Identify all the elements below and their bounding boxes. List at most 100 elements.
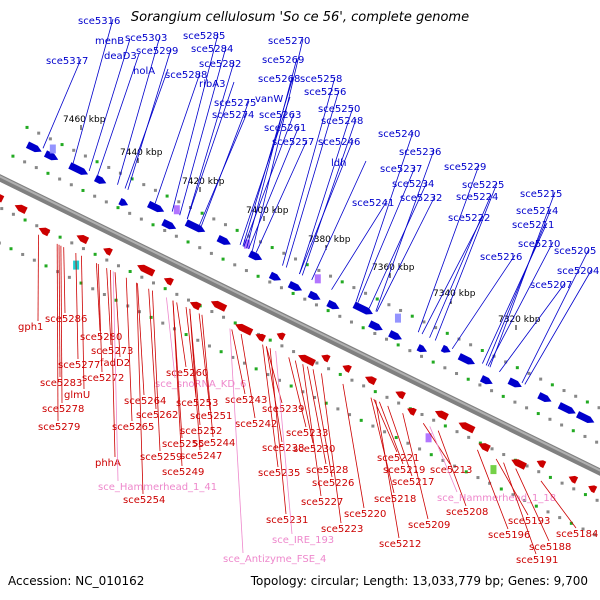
- track-dot: [362, 384, 366, 388]
- label-connector: [429, 426, 458, 493]
- track-dot: [583, 434, 587, 438]
- track-dot: [441, 458, 445, 462]
- label-connector: [524, 268, 593, 385]
- track-dot: [527, 371, 531, 375]
- track-dot: [153, 188, 157, 192]
- label-connector: [262, 344, 279, 468]
- forward-gene-arrow: [537, 392, 552, 402]
- track-dot: [9, 247, 13, 251]
- reverse-gene-label: sce5272: [82, 373, 124, 384]
- label-connector: [515, 468, 550, 542]
- track-dot: [268, 280, 272, 284]
- track-dot: [385, 337, 389, 341]
- track-dot: [329, 274, 333, 278]
- reverse-gene-label: sce5259: [140, 452, 182, 463]
- track-dot: [46, 171, 50, 175]
- label-connector: [417, 164, 480, 333]
- label-connector: [201, 314, 214, 438]
- reverse-gene-label: sce5196: [488, 530, 530, 541]
- forward-gene-label: sce5317: [46, 56, 88, 67]
- track-dot: [443, 424, 447, 428]
- track-dot: [394, 436, 398, 440]
- label-connector: [186, 81, 235, 220]
- reverse-gene-arrow: [458, 422, 476, 434]
- reverse-gene-label: sce5218: [374, 494, 416, 505]
- label-connector: [503, 462, 537, 555]
- track-dot: [364, 291, 368, 295]
- genome-backbone: [0, 174, 600, 476]
- feature-block: [425, 433, 432, 443]
- track-dot: [177, 200, 181, 204]
- track-dot: [104, 200, 108, 204]
- reverse-gene-arrow: [276, 332, 286, 341]
- reverse-gene-label: sce5208: [446, 507, 488, 518]
- track-dot: [338, 314, 342, 318]
- forward-gene-arrow: [93, 174, 107, 184]
- track-dot: [464, 470, 468, 474]
- reverse-gene-label: sce5286: [45, 314, 87, 325]
- track-dot: [210, 310, 214, 314]
- track-dot: [571, 429, 575, 433]
- track-dot: [23, 218, 27, 222]
- reverse-gene-arrow: [588, 485, 598, 494]
- track-dot: [184, 333, 188, 337]
- feature-block: [394, 313, 401, 323]
- label-connector: [137, 283, 145, 396]
- reverse-gene-arrow: [235, 323, 254, 336]
- forward-gene-arrow: [118, 197, 129, 206]
- track-dot: [359, 418, 363, 422]
- forward-gene-arrow: [43, 150, 59, 161]
- track-dot: [44, 264, 48, 268]
- track-dot: [397, 401, 401, 405]
- label-connector: [429, 194, 492, 338]
- track-dot: [187, 298, 191, 302]
- forward-gene-arrow: [388, 330, 402, 340]
- forward-gene-arrow: [68, 162, 89, 175]
- label-connector: [299, 106, 354, 275]
- track-dot: [469, 343, 473, 347]
- forward-gene-arrow: [416, 344, 428, 353]
- track-dot: [175, 292, 179, 296]
- track-dot: [83, 154, 87, 158]
- track-dot: [480, 349, 484, 353]
- label-connector: [124, 68, 169, 189]
- forward-gene-label: sce5229: [444, 162, 486, 173]
- reverse-gene-arrow: [0, 193, 5, 203]
- forward-gene-label: sce5258: [300, 74, 342, 85]
- label-connector: [355, 131, 414, 302]
- forward-gene-arrow: [287, 280, 303, 291]
- forward-gene-label: sce5288: [165, 70, 207, 81]
- reverse-gene-label: sce5239: [262, 404, 304, 415]
- track-dot: [116, 264, 120, 268]
- label-connector: [378, 401, 404, 465]
- reverse-gene-label: sce5235: [258, 468, 300, 479]
- track-dot: [174, 234, 178, 238]
- label-connector: [540, 480, 577, 529]
- forward-gene-arrow: [457, 353, 475, 365]
- track-dot: [277, 378, 281, 382]
- label-connector: [499, 282, 566, 373]
- label-connector: [185, 306, 197, 398]
- track-dot: [513, 400, 517, 404]
- label-connector: [97, 263, 103, 373]
- forward-gene-label: sce5275: [214, 98, 256, 109]
- track-dot: [536, 412, 540, 416]
- track-dot: [408, 349, 412, 353]
- track-dot: [597, 406, 600, 410]
- forward-gene-label: sce5224: [456, 192, 498, 203]
- forward-gene-label: sce5234: [392, 179, 434, 190]
- label-connector: [301, 118, 357, 276]
- track-dot: [399, 308, 403, 312]
- track-dot: [72, 148, 76, 152]
- label-connector: [421, 215, 484, 335]
- feature-block: [490, 465, 497, 475]
- track-dot: [105, 258, 109, 262]
- label-connector: [311, 160, 367, 281]
- track-dot: [501, 394, 505, 398]
- track-dot: [525, 464, 529, 468]
- forward-gene-label: sce5285: [183, 31, 225, 42]
- label-connector: [282, 76, 336, 266]
- track-dot: [537, 470, 541, 474]
- label-connector: [114, 272, 121, 358]
- map-title: Sorangium cellulosum 'So ce 56', complet…: [130, 10, 470, 25]
